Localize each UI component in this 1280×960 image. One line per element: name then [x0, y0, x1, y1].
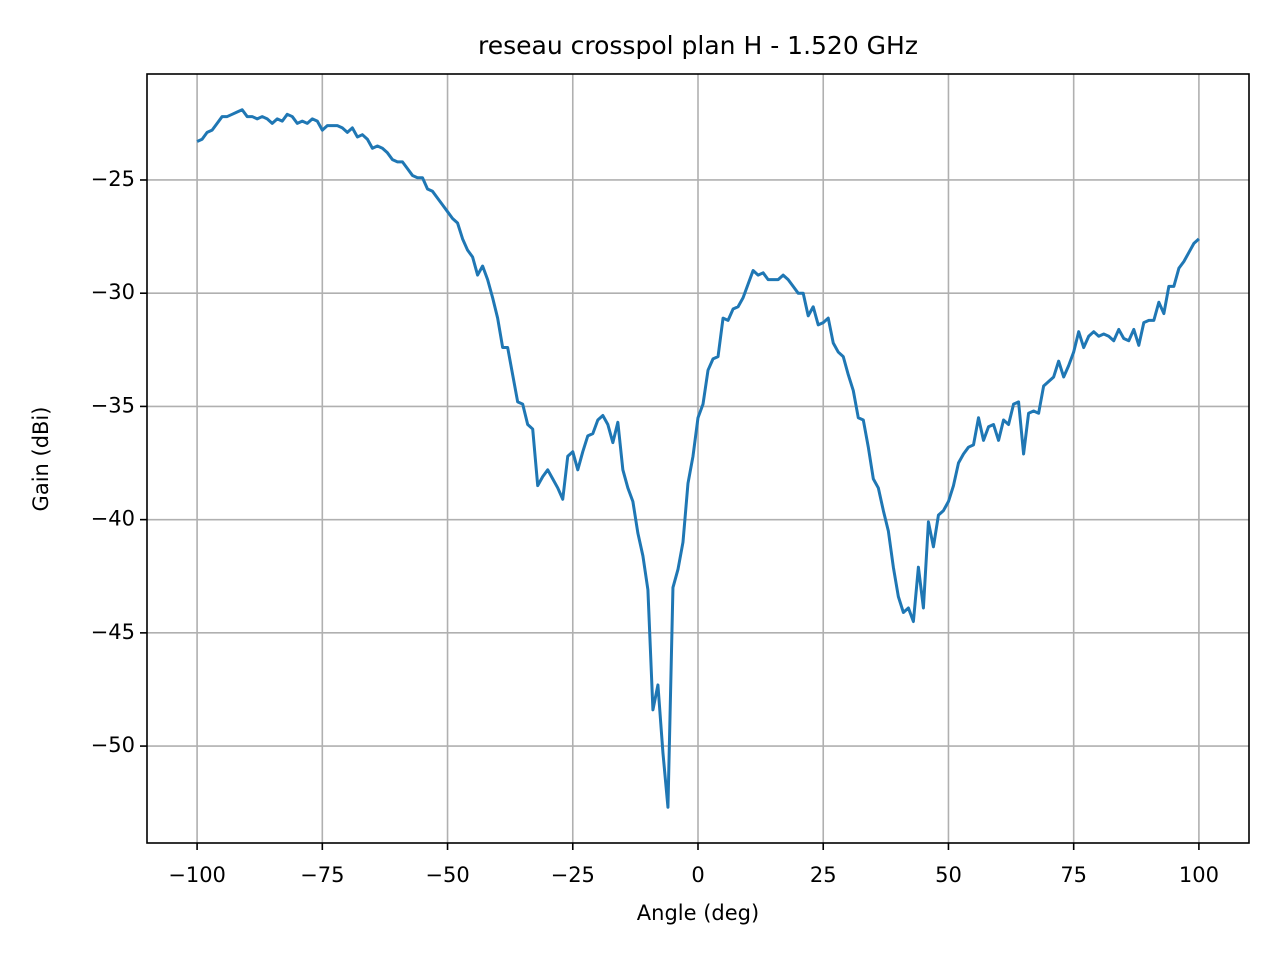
y-tick-label: −35: [91, 393, 135, 417]
x-tick-label: 100: [1179, 863, 1219, 887]
x-tick-label: −75: [300, 863, 344, 887]
x-tick-label: 0: [691, 863, 704, 887]
y-tick-label: −25: [91, 167, 135, 191]
x-axis-label: Angle (deg): [637, 901, 759, 925]
data-line: [196, 108, 1200, 809]
x-tick-label: 50: [935, 863, 962, 887]
plot-frame: [146, 73, 1250, 844]
y-axis-label: Gain (dBi): [29, 407, 53, 512]
y-tick-label: −40: [91, 507, 135, 531]
x-tick-label: −25: [551, 863, 595, 887]
y-tick-label: −30: [91, 280, 135, 304]
x-tick-label: 25: [810, 863, 837, 887]
x-tick-label: −100: [168, 863, 226, 887]
x-tick-label: 75: [1060, 863, 1087, 887]
chart-title: reseau crosspol plan H - 1.520 GHz: [478, 31, 918, 60]
y-tick-label: −45: [91, 620, 135, 644]
y-tick-label: −50: [91, 733, 135, 757]
x-tick-label: −50: [425, 863, 469, 887]
